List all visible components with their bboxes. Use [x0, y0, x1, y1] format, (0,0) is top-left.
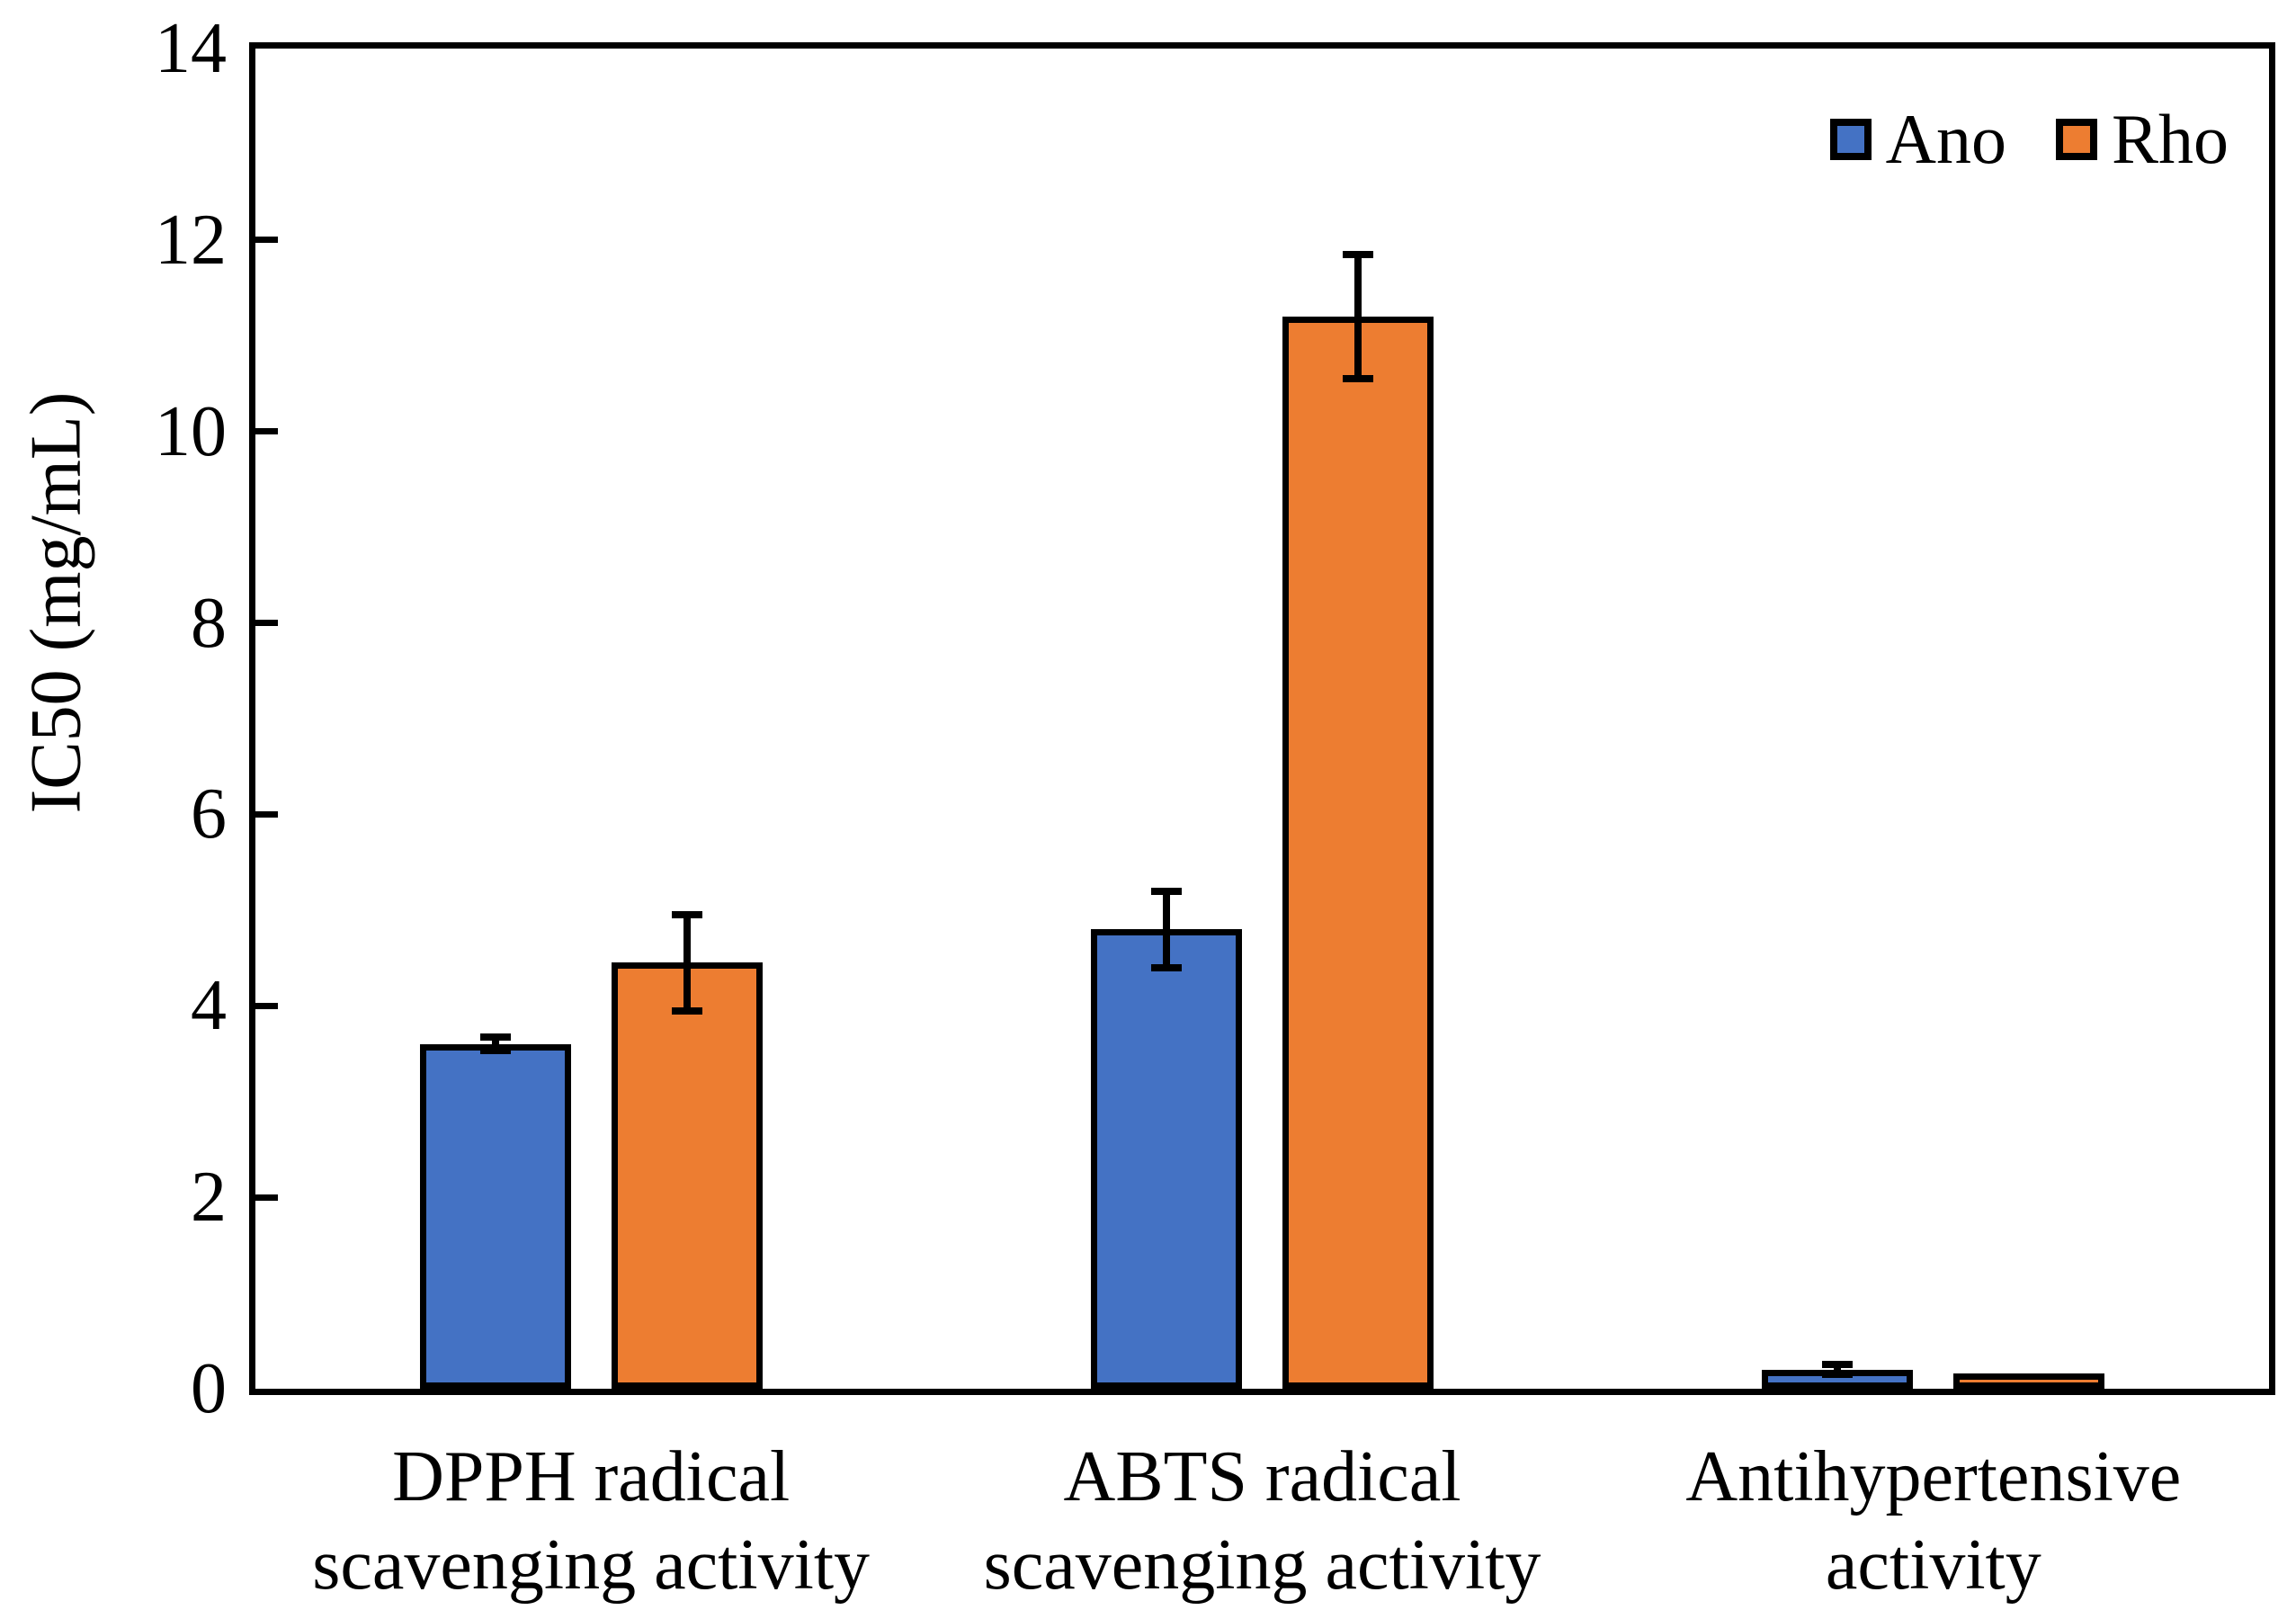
error-bar-cap	[671, 911, 702, 919]
y-tick-label: 8	[191, 583, 227, 663]
legend: Ano Rho	[1829, 98, 2229, 181]
y-tick-label: 4	[191, 966, 227, 1046]
error-bar-cap	[1151, 887, 1182, 895]
legend-swatch-rho	[2055, 119, 2097, 160]
bar-rho-3	[1953, 1373, 2105, 1389]
plot-area: Ano Rho	[249, 42, 2275, 1395]
y-tick-mark	[255, 1194, 278, 1201]
legend-label-ano: Ano	[1885, 100, 2006, 178]
y-tick-mark	[255, 810, 278, 818]
y-tick-mark	[255, 1002, 278, 1009]
error-bar-line	[1354, 254, 1362, 380]
legend-swatch-ano	[1829, 119, 1872, 160]
x-category-label: DPPH radical scavenging activity	[312, 1437, 871, 1605]
error-bar-cap	[479, 1033, 511, 1042]
legend-item-ano: Ano	[1829, 98, 2006, 181]
error-bar-cap	[1343, 375, 1373, 383]
y-tick-label: 10	[155, 391, 227, 471]
y-tick-label: 6	[191, 774, 227, 854]
bar-ano-1	[419, 1044, 571, 1389]
error-bar-cap	[1151, 963, 1182, 971]
error-bar-cap	[671, 1006, 702, 1015]
y-tick-label: 14	[155, 9, 227, 88]
y-tick-mark	[255, 237, 278, 244]
legend-label-rho: Rho	[2111, 100, 2229, 178]
y-tick-label: 0	[191, 1349, 227, 1428]
bar-ano-2	[1091, 929, 1242, 1389]
x-category-label: Antihypertensive activity	[1685, 1437, 2182, 1605]
y-tick-mark	[255, 620, 278, 627]
error-bar-cap	[479, 1047, 511, 1055]
legend-item-rho: Rho	[2055, 98, 2229, 181]
error-bar-line	[683, 915, 691, 1011]
error-bar-line	[1163, 890, 1170, 968]
y-tick-label: 2	[191, 1158, 227, 1238]
bar-rho-2	[1282, 317, 1434, 1389]
error-bar-cap	[1822, 1361, 1854, 1369]
y-tick-mark	[255, 428, 278, 435]
bar-rho-1	[611, 962, 763, 1389]
error-bar-line	[1834, 1364, 1842, 1375]
error-bar-line	[491, 1037, 499, 1051]
x-category-label: ABTS radical scavenging activity	[983, 1437, 1541, 1605]
error-bar-cap	[1822, 1371, 1854, 1379]
y-tick-label: 12	[155, 200, 227, 280]
error-bar-cap	[1343, 250, 1373, 258]
